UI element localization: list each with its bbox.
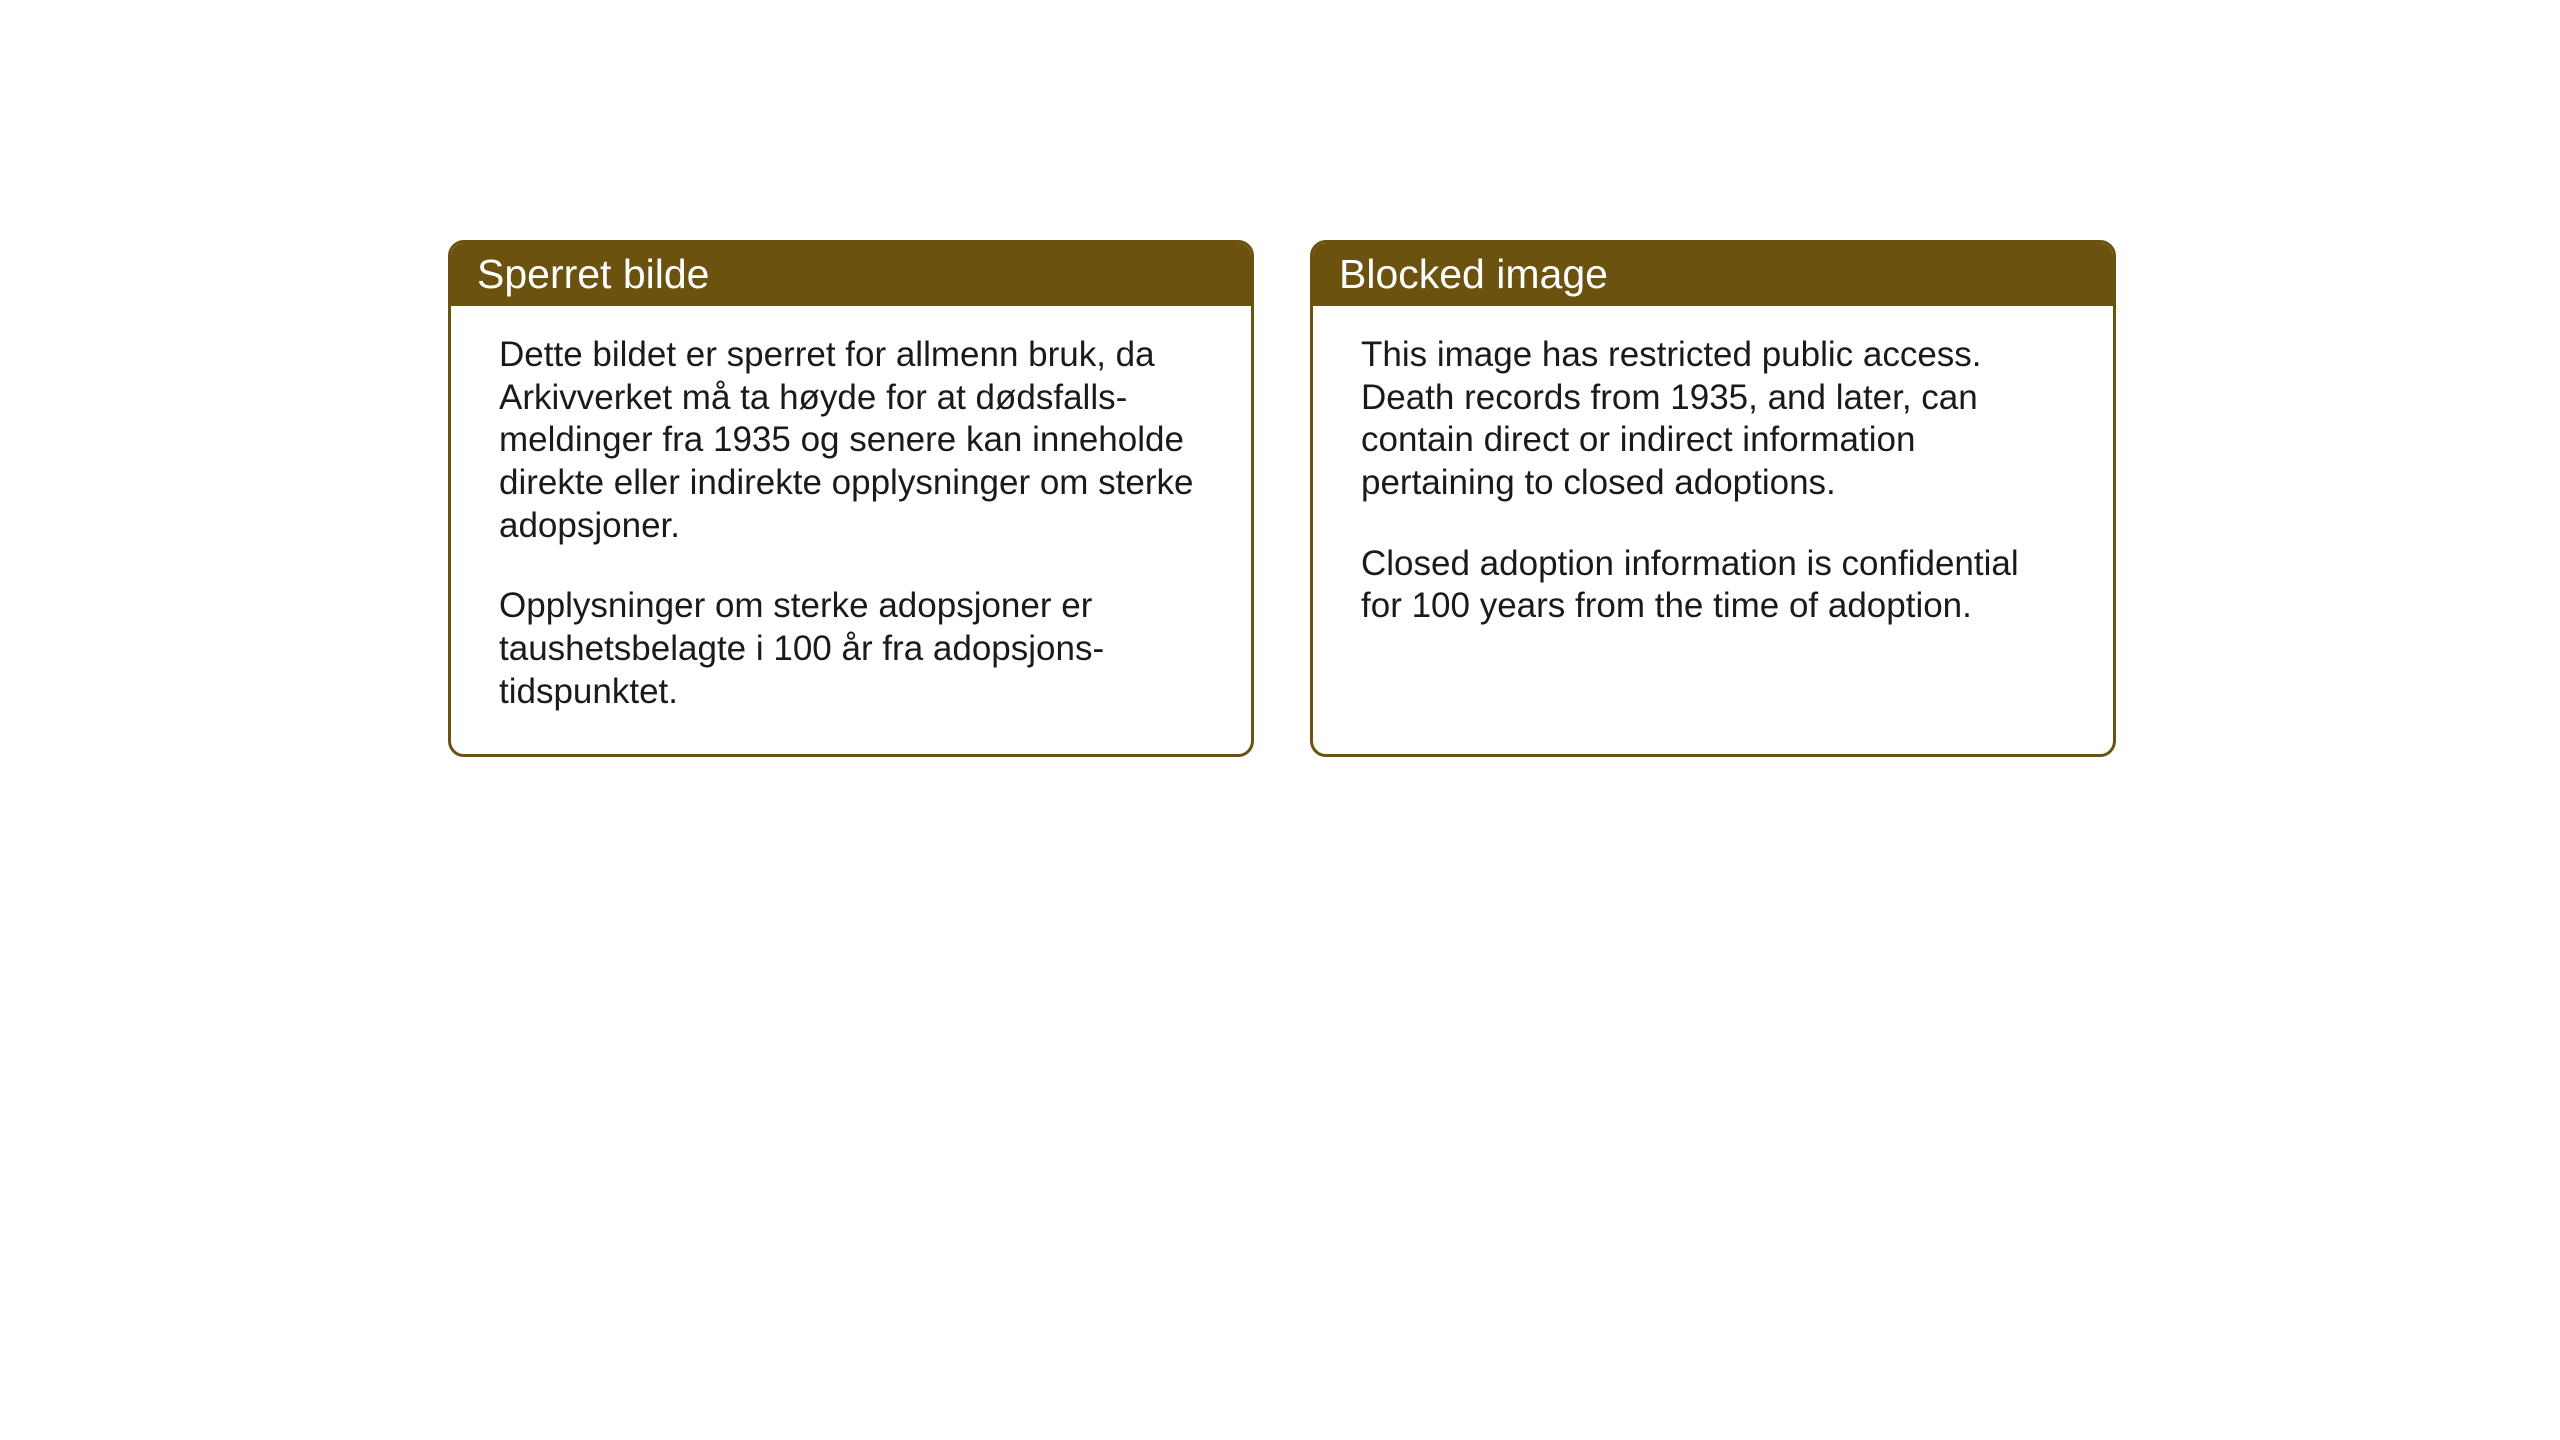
notice-paragraph-2-norwegian: Opplysninger om sterke adopsjoner er tau…	[499, 585, 1203, 713]
notice-box-english: Blocked image This image has restricted …	[1310, 240, 2116, 757]
notice-body-english: This image has restricted public access.…	[1313, 306, 2113, 668]
notice-title-english: Blocked image	[1339, 251, 1608, 297]
notice-body-norwegian: Dette bildet er sperret for allmenn bruk…	[451, 306, 1251, 754]
notice-header-norwegian: Sperret bilde	[451, 243, 1251, 306]
notice-paragraph-2-english: Closed adoption information is confident…	[1361, 543, 2065, 628]
notice-box-norwegian: Sperret bilde Dette bildet er sperret fo…	[448, 240, 1254, 757]
notice-header-english: Blocked image	[1313, 243, 2113, 306]
notice-title-norwegian: Sperret bilde	[477, 251, 709, 297]
notice-paragraph-1-norwegian: Dette bildet er sperret for allmenn bruk…	[499, 334, 1203, 547]
notice-container: Sperret bilde Dette bildet er sperret fo…	[0, 0, 2560, 757]
notice-paragraph-1-english: This image has restricted public access.…	[1361, 334, 2065, 505]
